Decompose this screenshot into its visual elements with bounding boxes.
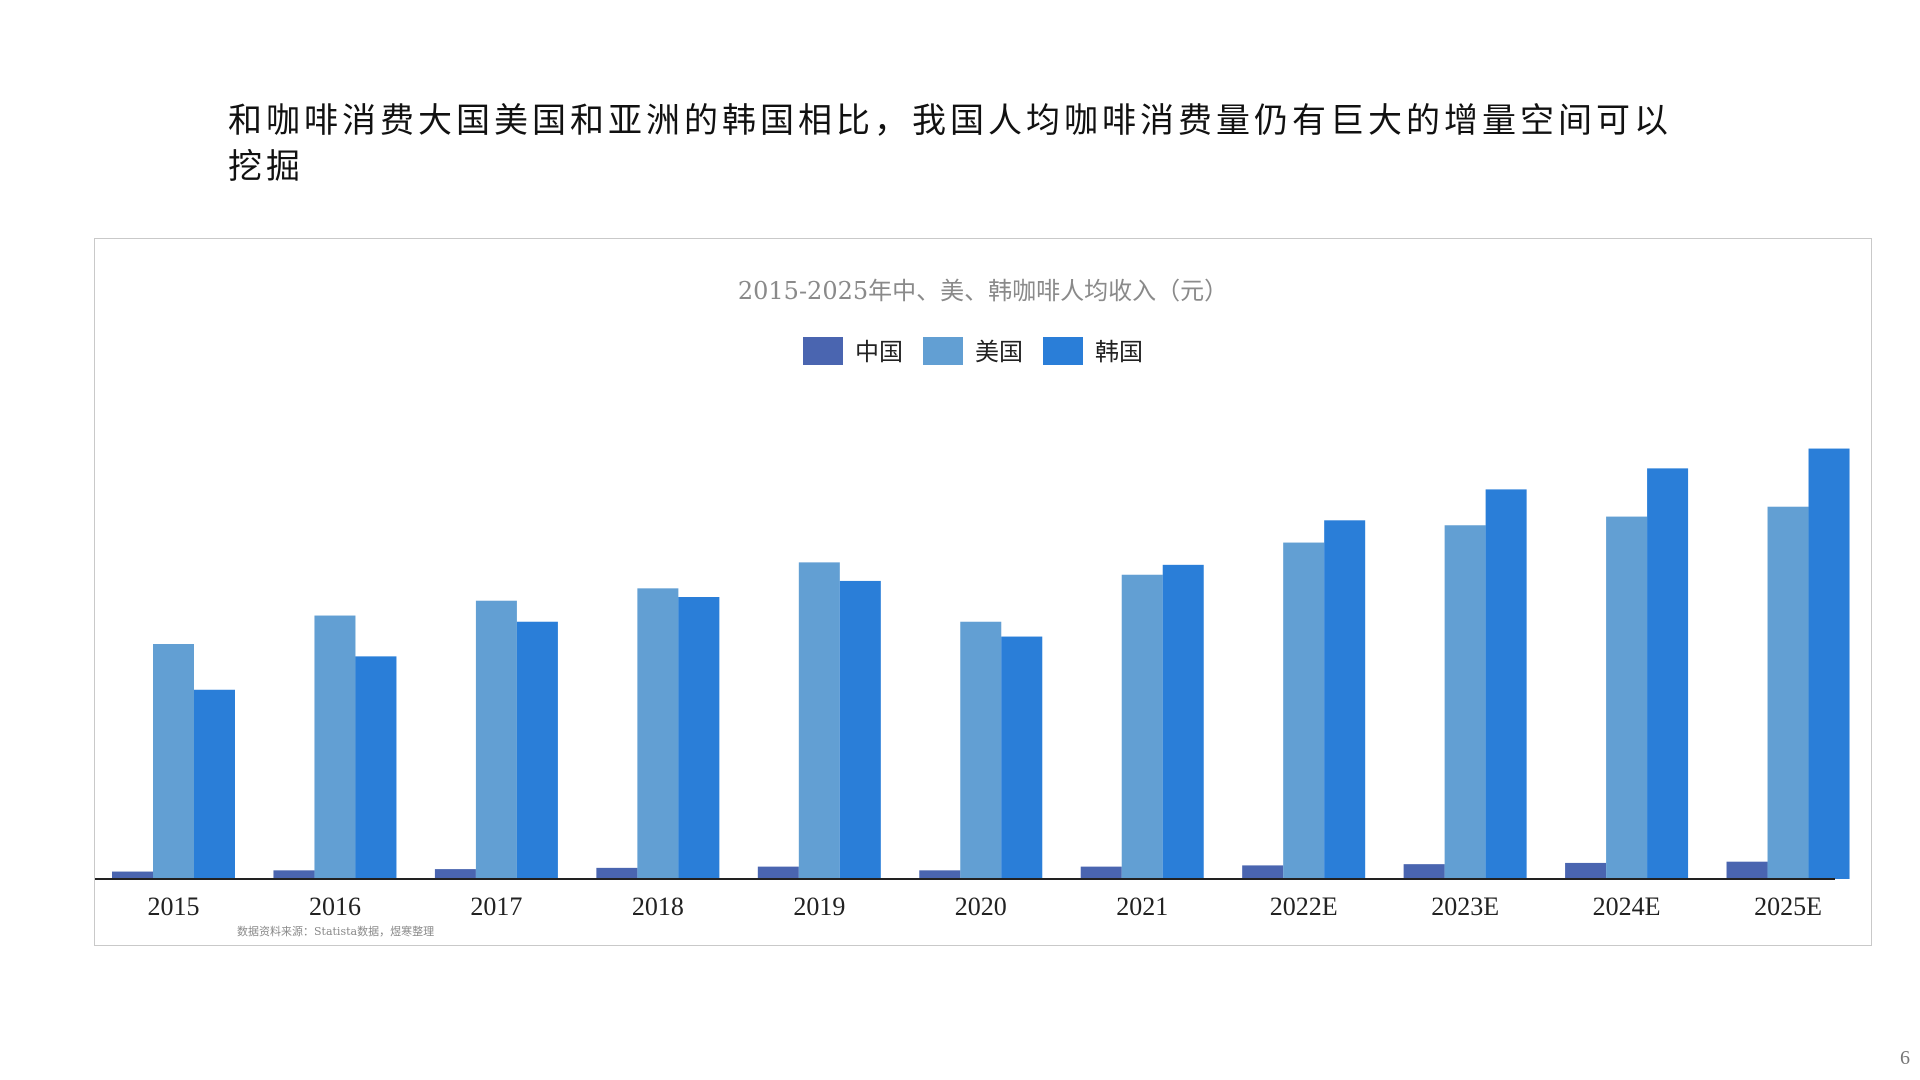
bar-韩国-2023E xyxy=(1485,489,1527,879)
bar-中国-2019 xyxy=(757,866,799,879)
x-tick-label-2021: 2021 xyxy=(1116,892,1168,921)
x-tick-label-2022E: 2022E xyxy=(1270,892,1338,921)
x-tick-label-2020: 2020 xyxy=(955,892,1007,921)
bar-韩国-2015 xyxy=(194,689,235,879)
x-tick-label-2023E: 2023E xyxy=(1431,892,1499,921)
x-axis-tick-labels: 2015 2016 2017 2018 2019 2020 2021 2022E 2023E 20… xyxy=(148,892,1822,921)
bar-韩国-2025E xyxy=(1808,448,1850,879)
bar-韩国-2020 xyxy=(1001,636,1043,879)
bar-美国-2023E xyxy=(1444,525,1486,879)
x-tick-label-2018: 2018 xyxy=(632,892,684,921)
bar-美国-2025E xyxy=(1767,506,1809,879)
legend-item-韩国: 韩国 xyxy=(1043,337,1143,366)
legend-swatch-美国 xyxy=(923,337,963,365)
bar-美国-2020 xyxy=(960,621,1002,879)
legend-label-中国: 中国 xyxy=(855,338,903,366)
bar-美国-2021 xyxy=(1121,574,1163,879)
chart-title: 2015-2025年中、美、韩咖啡人均收入（元） xyxy=(738,277,1228,305)
bar-韩国-2019 xyxy=(839,580,881,879)
bar-美国-2018 xyxy=(637,588,679,879)
bar-美国-2017 xyxy=(475,600,517,879)
x-tick-label-2015: 2015 xyxy=(148,892,200,921)
legend-label-韩国: 韩国 xyxy=(1095,338,1143,366)
source-note: 数据资料来源：Statista数据，煜寒整理 xyxy=(237,924,434,938)
bar-美国-2024E xyxy=(1606,516,1648,879)
chart-legend: 中国 美国 韩国 xyxy=(803,337,1143,366)
bar-中国-2015 xyxy=(112,871,153,879)
x-tick-label-2019: 2019 xyxy=(793,892,845,921)
bar-韩国-2018 xyxy=(678,597,720,879)
bar-美国-2019 xyxy=(798,562,840,879)
bar-美国-2016 xyxy=(314,615,356,879)
legend-item-美国: 美国 xyxy=(923,337,1023,366)
bar-美国-2022E xyxy=(1283,542,1325,879)
bar-美国-2015 xyxy=(153,644,194,879)
x-tick-label-2025E: 2025E xyxy=(1754,892,1822,921)
legend-label-美国: 美国 xyxy=(975,338,1023,366)
bar-中国-2024E xyxy=(1565,862,1607,879)
bar-中国-2025E xyxy=(1726,861,1768,879)
bar-chart: 2015-2025年中、美、韩咖啡人均收入（元） 中国 美国 韩国 2015 2016… xyxy=(95,277,1850,938)
legend-swatch-韩国 xyxy=(1043,337,1083,365)
bar-中国-2023E xyxy=(1403,864,1445,879)
page-headline: 和咖啡消费大国美国和亚洲的韩国相比，我国人均咖啡消费量仍有巨大的增量空间可以挖掘 xyxy=(228,101,1672,187)
bar-中国-2016 xyxy=(273,870,315,879)
page-number: 6 xyxy=(1900,1047,1910,1069)
bar-中国-2022E xyxy=(1242,865,1284,879)
bar-韩国-2017 xyxy=(516,621,558,879)
legend-item-中国: 中国 xyxy=(803,337,903,366)
legend-swatch-中国 xyxy=(803,337,843,365)
chart-bars xyxy=(112,448,1850,879)
x-tick-label-2017: 2017 xyxy=(470,892,522,921)
bar-中国-2020 xyxy=(919,870,961,879)
bar-中国-2021 xyxy=(1080,866,1122,879)
chart-frame: 2015-2025年中、美、韩咖啡人均收入（元） 中国 美国 韩国 2015 2016… xyxy=(94,238,1872,946)
bar-中国-2017 xyxy=(434,869,476,879)
bar-韩国-2024E xyxy=(1647,468,1689,879)
bar-韩国-2021 xyxy=(1162,564,1204,879)
bar-韩国-2016 xyxy=(355,656,397,879)
x-tick-label-2016: 2016 xyxy=(309,892,361,921)
x-tick-label-2024E: 2024E xyxy=(1593,892,1661,921)
bar-韩国-2022E xyxy=(1324,520,1366,879)
bar-中国-2018 xyxy=(596,867,638,879)
